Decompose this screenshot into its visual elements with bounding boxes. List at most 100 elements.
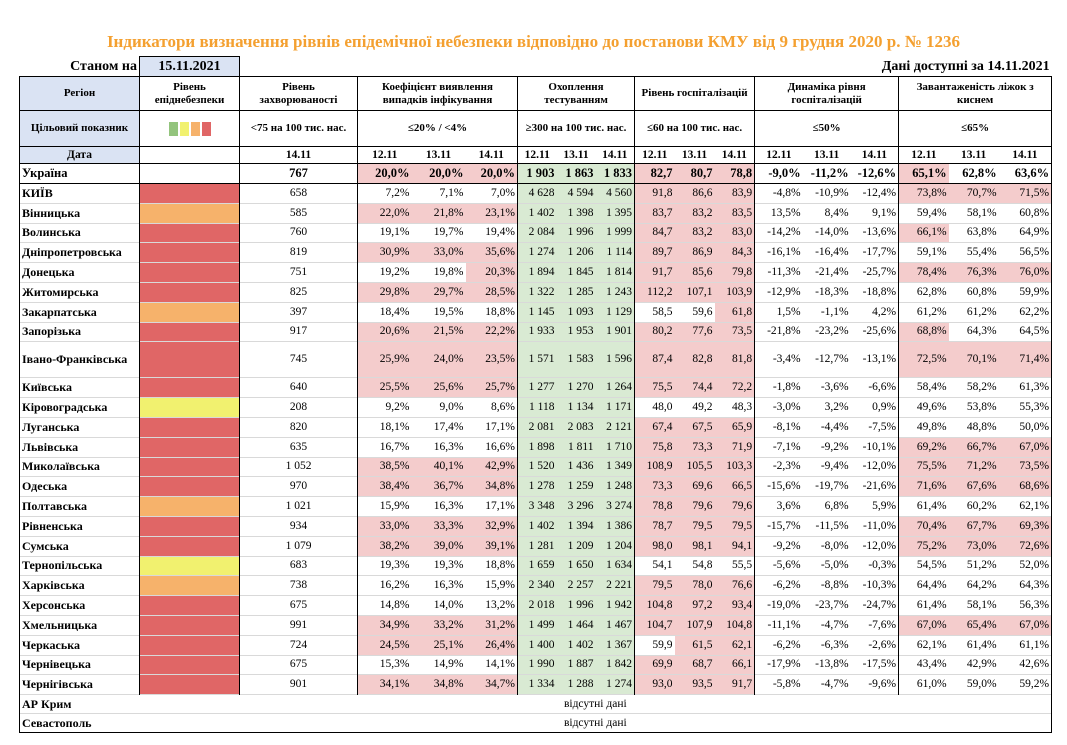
date-cell: 13.11 (948, 146, 999, 164)
hosp-value: 48,0 (634, 397, 675, 418)
dynamics-value: -13,8% (802, 654, 851, 675)
dynamics-value: -9,2% (754, 535, 803, 557)
testing-value: 2 121 (595, 416, 635, 438)
hosp-value: 79,6 (674, 496, 715, 517)
incidence-value: 683 (239, 555, 358, 576)
level-indicator (139, 341, 240, 378)
beds-value: 58,1% (948, 202, 999, 224)
beds-value: 67,0% (998, 436, 1053, 458)
hosp-value: 72,2 (714, 377, 756, 398)
beds-value: 60,2% (948, 496, 999, 517)
date-cell: 14.11 (998, 146, 1053, 164)
positivity-value: 17,1% (465, 496, 518, 517)
incidence-value: 820 (239, 416, 358, 438)
dynamics-value: -11,2% (802, 163, 851, 184)
data-available-label: Дані доступні за 14.11.2021 (881, 58, 1050, 74)
testing-value: 1 394 (556, 515, 596, 537)
level-indicator (139, 614, 240, 636)
testing-value: 1 274 (517, 242, 557, 263)
beds-value: 64,3% (948, 321, 999, 342)
incidence-value: 767 (239, 163, 358, 184)
positivity-value: 20,0% (465, 163, 518, 184)
level-indicator (139, 575, 240, 596)
positivity-value: 21,8% (411, 202, 466, 224)
region-row: Херсонська 675 14,8% 14,0% 13,2% 2 018 1 996 1 … (19, 595, 1053, 616)
missing-row: АР Крим відсутні дані (19, 694, 1053, 714)
testing-value: 1 634 (595, 555, 635, 576)
date-row: Дата 14.11 12.11 13.11 14.11 12.11 13.11 14.1… (19, 146, 1053, 164)
positivity-value: 16,6% (465, 436, 518, 458)
positivity-value: 15,9% (357, 496, 412, 517)
level-indicator (139, 262, 240, 283)
positivity-value: 25,6% (411, 377, 466, 398)
beds-value: 72,6% (998, 535, 1053, 557)
hosp-value: 105,5 (674, 456, 715, 477)
beds-value: 56,3% (998, 595, 1053, 616)
dynamics-value: -8,1% (754, 416, 803, 438)
level-indicator (139, 163, 240, 184)
level-indicator (139, 242, 240, 263)
dynamics-value: -12,9% (754, 281, 803, 303)
incidence-value: 738 (239, 575, 358, 596)
testing-value: 2 221 (595, 575, 635, 596)
beds-value: 61,2% (898, 301, 949, 323)
dynamics-value: 0,9% (850, 397, 900, 418)
positivity-value: 38,5% (357, 456, 412, 477)
level-indicator (139, 281, 240, 303)
region-name: Львівська (19, 436, 140, 458)
positivity-value: 25,9% (357, 341, 412, 378)
dynamics-value: -17,5% (850, 654, 900, 675)
hosp-value: 83,0 (714, 222, 756, 243)
testing-value: 1 264 (595, 377, 635, 398)
incidence-value: 819 (239, 242, 358, 263)
testing-value: 3 274 (595, 496, 635, 517)
testing-value: 1 402 (517, 515, 557, 537)
testing-value: 1 334 (517, 674, 557, 695)
hosp-value: 103,3 (714, 456, 756, 477)
level-indicator (139, 595, 240, 616)
positivity-value: 16,2% (357, 575, 412, 596)
incidence-target: <75 на 100 тис. нас. (239, 110, 358, 147)
hosp-value: 61,8 (714, 301, 756, 323)
hosp-value: 83,5 (714, 202, 756, 224)
hosp-value: 86,9 (674, 242, 715, 263)
region-name: КИЇВ (19, 183, 140, 204)
region-name: Миколаївська (19, 456, 140, 477)
region-name: Київська (19, 377, 140, 398)
header-date: Дата (19, 146, 140, 164)
positivity-value: 7,0% (465, 183, 518, 204)
positivity-value: 31,2% (465, 614, 518, 636)
hosp-value: 91,7 (714, 674, 756, 695)
region-row: Закарпатська 397 18,4% 19,5% 18,8% 1 145 1 093… (19, 301, 1053, 323)
dynamics-value: -5,0% (802, 555, 851, 576)
testing-value: 1 583 (556, 341, 596, 378)
hosp-value: 78,8 (634, 496, 675, 517)
dynamics-value: -11,0% (850, 515, 900, 537)
dynamics-value: -10,3% (850, 575, 900, 596)
region-name: Тернопільська (19, 555, 140, 576)
beds-value: 78,4% (898, 262, 949, 283)
testing-value: 2 018 (517, 595, 557, 616)
positivity-value: 34,7% (465, 674, 518, 695)
beds-value: 58,1% (948, 595, 999, 616)
beds-value: 60,8% (998, 202, 1053, 224)
level-indicator (139, 416, 240, 438)
hosp-value: 55,5 (714, 555, 756, 576)
hosp-value: 71,9 (714, 436, 756, 458)
beds-value: 59,1% (898, 242, 949, 263)
hosp-value: 73,3 (674, 436, 715, 458)
hosp-value: 81,8 (714, 341, 756, 378)
region-row: КИЇВ 658 7,2% 7,1% 7,0% 4 628 4 594 4 560 91,8 86… (19, 183, 1053, 204)
beds-value: 55,4% (948, 242, 999, 263)
testing-value: 1 863 (556, 163, 596, 184)
beds-value: 43,4% (898, 654, 949, 675)
hosp-value: 80,2 (634, 321, 675, 342)
status-label: Станом на (70, 58, 137, 74)
dynamics-value: -4,7% (802, 674, 851, 695)
header-level: Рівень епіднебезпеки (139, 76, 240, 111)
hosp-value: 67,4 (634, 416, 675, 438)
testing-value: 1 281 (517, 535, 557, 557)
testing-value: 3 296 (556, 496, 596, 517)
positivity-value: 20,0% (357, 163, 412, 184)
dynamics-value: -23,2% (802, 321, 851, 342)
